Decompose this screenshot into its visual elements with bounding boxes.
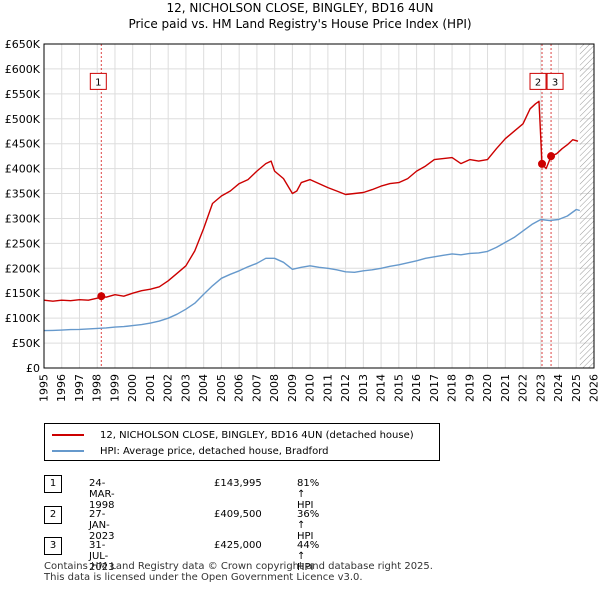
transaction-point-2 <box>538 159 547 168</box>
series-line-hpi <box>43 208 580 332</box>
x-tick-label: 2014 <box>375 374 388 402</box>
x-tick-label: 2024 <box>552 374 565 402</box>
chart-title-line1: 12, NICHOLSON CLOSE, BINGLEY, BD16 4UN <box>166 1 434 15</box>
transaction-date: 24-MAR-1998 <box>89 478 115 511</box>
legend-item-hpi: HPI: Average price, detached house, Brad… <box>52 444 328 458</box>
transaction-points <box>97 152 556 301</box>
y-tick-label: £350K <box>5 188 41 201</box>
x-tick-label: 2004 <box>197 374 210 402</box>
transaction-hpi-change: 44% ↑ HPI <box>297 540 320 573</box>
forecast-hatch-area <box>579 44 594 368</box>
y-tick-label: £600K <box>5 63 41 76</box>
x-tick-label: 2001 <box>144 374 157 402</box>
x-tick-label: 2015 <box>392 374 405 402</box>
transaction-number-badge: 2 <box>44 506 62 524</box>
y-tick-label: £200K <box>5 262 41 275</box>
x-tick-label: 2006 <box>233 374 246 402</box>
x-tick-label: 2019 <box>463 374 476 402</box>
transaction-point-1 <box>97 292 106 301</box>
x-tick-label: 2002 <box>162 374 175 402</box>
series-line-property <box>43 100 579 302</box>
y-tick-label: £50K <box>12 337 41 350</box>
marker-label-1: 1 <box>95 77 101 88</box>
legend-swatch-hpi <box>52 450 84 452</box>
y-axis-ticks: £0 £50K £100K £150K £200K £250K £300K £350K £400… <box>5 38 41 375</box>
transaction-number-badge: 1 <box>44 475 62 493</box>
y-tick-label: £400K <box>5 163 41 176</box>
transaction-price: £143,995 <box>214 478 262 489</box>
x-axis-ticks: 1995 1996 1997 1998 1999 2000 2001 2002 2003 2004… <box>38 374 600 402</box>
marker-box-3 <box>546 72 564 90</box>
y-tick-label: £500K <box>5 113 41 126</box>
transaction-point-3 <box>547 152 556 161</box>
legend-label-property: 12, NICHOLSON CLOSE, BINGLEY, BD16 4UN (… <box>100 429 414 441</box>
x-tick-label: 2011 <box>321 374 334 402</box>
y-tick-label: £450K <box>5 138 41 151</box>
marker-box-2 <box>529 72 547 90</box>
x-tick-label: 2018 <box>446 374 459 402</box>
y-tick-label: £650K <box>5 38 41 51</box>
transaction-price: £425,000 <box>214 540 262 551</box>
x-tick-label: 2022 <box>517 374 530 402</box>
x-tick-label: 2003 <box>179 374 192 402</box>
x-tick-label: 2023 <box>534 374 547 402</box>
x-tick-label: 1996 <box>55 374 68 402</box>
y-tick-label: £550K <box>5 88 41 101</box>
x-tick-label: 2020 <box>481 374 494 402</box>
x-tick-label: 2000 <box>126 374 139 402</box>
x-tick-label: 1995 <box>38 374 51 402</box>
transaction-date: 27-JAN-2023 <box>89 509 115 542</box>
x-tick-label: 2021 <box>499 374 512 402</box>
x-tick-label: 1998 <box>91 374 104 402</box>
x-tick-label: 2016 <box>410 374 423 402</box>
y-tick-label: £300K <box>5 212 41 225</box>
transaction-price: £409,500 <box>214 509 262 520</box>
x-tick-label: 2017 <box>428 374 441 402</box>
forecast-hatch <box>579 44 594 368</box>
legend-label-hpi: HPI: Average price, detached house, Brad… <box>100 445 329 457</box>
chart-legend: 12, NICHOLSON CLOSE, BINGLEY, BD16 4UN (… <box>44 423 440 461</box>
x-tick-label: 2013 <box>357 374 370 402</box>
y-tick-label: £100K <box>5 312 41 325</box>
marker-label-2: 2 <box>535 77 541 88</box>
transaction-date: 31-JUL-2023 <box>89 540 115 573</box>
x-tick-label: 2026 <box>588 374 600 402</box>
x-tick-label: 1997 <box>73 374 86 402</box>
x-tick-label: 2012 <box>339 374 352 402</box>
transaction-hpi-change: 81% ↑ HPI <box>297 478 320 511</box>
chart-grid <box>43 43 595 369</box>
x-tick-label: 2009 <box>286 374 299 402</box>
chart-series <box>43 100 580 332</box>
x-tick-label: 1999 <box>108 374 121 402</box>
chart-title-line2: Price paid vs. HM Land Registry's House … <box>128 17 472 31</box>
y-tick-label: £150K <box>5 287 41 300</box>
x-tick-label: 2008 <box>268 374 281 402</box>
y-tick-label: £250K <box>5 237 41 250</box>
transaction-number-badge: 3 <box>44 537 62 555</box>
y-tick-label: £0 <box>26 362 40 375</box>
legend-item-property: 12, NICHOLSON CLOSE, BINGLEY, BD16 4UN (… <box>52 428 414 442</box>
x-tick-label: 2007 <box>250 374 263 402</box>
plot-area-border <box>43 43 595 369</box>
marker-label-3: 3 <box>552 77 558 88</box>
x-tick-label: 2025 <box>570 374 583 402</box>
footer-license: This data is licensed under the Open Gov… <box>44 572 363 583</box>
footer-copyright: Contains HM Land Registry data © Crown c… <box>44 561 433 572</box>
marker-box-1 <box>89 72 107 90</box>
x-tick-label: 2005 <box>215 374 228 402</box>
legend-swatch-property <box>52 434 84 436</box>
transaction-marker-lines <box>100 44 552 368</box>
transaction-hpi-change: 36% ↑ HPI <box>297 509 320 542</box>
x-tick-label: 2010 <box>304 374 317 402</box>
